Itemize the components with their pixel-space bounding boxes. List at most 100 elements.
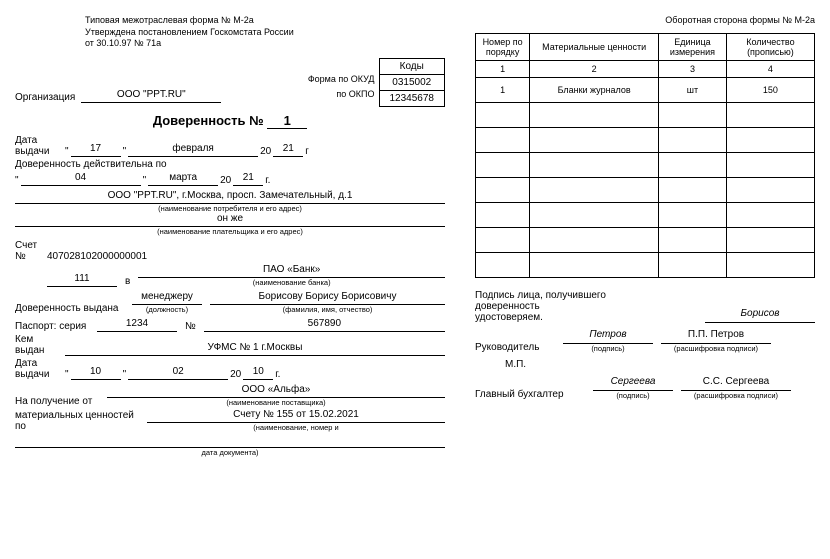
table-row <box>476 128 815 153</box>
table-cell <box>659 128 727 153</box>
table-cell <box>476 178 530 203</box>
table-cell <box>530 153 659 178</box>
th-unit: Единица измерения <box>659 34 727 61</box>
okpo-label: по ОКПО <box>308 87 375 101</box>
fio-caption: (фамилия, имя, отчество) <box>283 305 373 314</box>
table-cell: 150 <box>726 78 814 103</box>
table-cell <box>726 153 814 178</box>
account-label: Счет № <box>15 240 45 262</box>
org-label: Организация <box>15 92 75 103</box>
table-cell <box>659 103 727 128</box>
account-no: 111 <box>47 273 117 287</box>
table-cell: Бланки журналов <box>530 78 659 103</box>
payer-value: он же <box>15 213 445 227</box>
kem-value: УФМС № 1 г.Москвы <box>65 342 445 356</box>
table-cell <box>530 128 659 153</box>
table-row: 1Бланки журналовшт150 <box>476 78 815 103</box>
okud-value: 0315002 <box>379 75 445 91</box>
materials-table: Номер по порядку Материальные ценности Е… <box>475 33 815 278</box>
valid-label: Доверенность действительна по <box>15 159 167 170</box>
table-cell <box>530 103 659 128</box>
issue-label: Дата выдачи <box>15 135 63 157</box>
mp-label: М.П. <box>505 359 815 370</box>
th-qty: Количество (прописью) <box>726 34 814 61</box>
doc-title: Доверенность № 1 <box>15 113 445 129</box>
materials-row: материальных ценностей по Счету № 155 от… <box>15 409 445 432</box>
table-cell <box>726 128 814 153</box>
table-cell <box>659 178 727 203</box>
confirm-line3: удостоверяем. <box>475 312 697 323</box>
issue-yyprefix: 20 <box>260 146 271 157</box>
issue-yy: 21 <box>273 143 303 157</box>
gb-sig-caption: (подпись) <box>616 391 649 400</box>
thn-2: 2 <box>530 61 659 78</box>
passport-series: 1234 <box>97 318 177 332</box>
table-cell <box>530 228 659 253</box>
org-value: ООО "PPT.RU" <box>81 89 221 103</box>
valid-g: г. <box>265 175 270 186</box>
table-cell <box>530 253 659 278</box>
issue-month: февраля <box>128 143 258 157</box>
form-header: Типовая межотраслевая форма № М-2а Утвер… <box>85 15 445 50</box>
ruk-signature: Петров <box>563 329 653 344</box>
date-doc-caption: дата документа) <box>15 448 445 457</box>
ruk-name-caption: (расшифровка подписи) <box>674 344 758 353</box>
table-cell: 1 <box>476 78 530 103</box>
table-cell <box>476 253 530 278</box>
signature-block: Подпись лица, получившего доверенность у… <box>475 290 815 400</box>
passport-date-row: Дата выдачи "10" 02 20 10 г. <box>15 358 445 380</box>
valid-yyprefix: 20 <box>220 175 231 186</box>
issue-g: г <box>305 146 309 157</box>
account-row: Счет № 407028102000000001 <box>15 240 445 262</box>
table-cell <box>659 203 727 228</box>
okud-label: Форма по ОКУД <box>308 72 375 86</box>
account-v: в <box>125 276 130 287</box>
passport-no: 567890 <box>204 318 445 332</box>
receive-doc: Счету № 155 от 15.02.2021 <box>147 409 445 423</box>
position-caption: (должность) <box>146 305 188 314</box>
account-bank: ПАО «Банк» <box>138 264 445 278</box>
table-cell <box>476 128 530 153</box>
gb-name: С.С. Сергеева <box>681 376 791 391</box>
table-cell <box>726 253 814 278</box>
issue-date-row: Дата выдачи "17" февраля 20 21 г <box>15 135 445 157</box>
table-cell <box>476 153 530 178</box>
table-row <box>476 228 815 253</box>
recipient-signature: Борисов <box>705 308 815 323</box>
okpo-value: 12345678 <box>379 91 445 107</box>
table-cell <box>530 203 659 228</box>
gb-name-caption: (расшифровка подписи) <box>694 391 778 400</box>
passport-yyprefix: 20 <box>230 369 241 380</box>
table-cell <box>476 103 530 128</box>
table-row <box>476 103 815 128</box>
receive-doc-caption: (наименование, номер и <box>253 423 338 432</box>
account-caption: (наименование банка) <box>253 278 331 287</box>
table-cell <box>659 228 727 253</box>
table-row <box>476 178 815 203</box>
blank-line <box>15 434 445 448</box>
consumer-value: ООО "PPT.RU", г.Москва, просп. Замечател… <box>15 190 445 204</box>
valid-month: марта <box>148 172 218 186</box>
header-line3: от 30.10.97 № 71а <box>85 38 445 50</box>
issued-to-label: Доверенность выдана <box>15 303 130 314</box>
table-cell <box>476 203 530 228</box>
table-cell <box>726 178 814 203</box>
account-corr: 407028102000000001 <box>47 252 147 262</box>
valid-until-row: Доверенность действительна по <box>15 159 445 170</box>
thn-1: 1 <box>476 61 530 78</box>
table-cell <box>726 203 814 228</box>
valid-yy: 21 <box>233 172 263 186</box>
header-line2: Утверждена постановлением Госкомстата Ро… <box>85 27 445 39</box>
passport-g: г. <box>275 369 280 380</box>
table-cell <box>659 153 727 178</box>
doc-number: 1 <box>267 113 307 129</box>
issued-to-fio: Борисову Борису Борисовичу <box>210 291 445 305</box>
table-cell <box>530 178 659 203</box>
table-cell <box>659 253 727 278</box>
passport-row: Паспорт: серия 1234 № 567890 <box>15 318 445 332</box>
receive-label: На получение от <box>15 396 105 407</box>
supplier-caption: (наименование поставщика) <box>226 398 325 407</box>
supplier-value: ООО «Альфа» <box>107 384 445 398</box>
table-cell: шт <box>659 78 727 103</box>
ruk-sig-caption: (подпись) <box>591 344 624 353</box>
